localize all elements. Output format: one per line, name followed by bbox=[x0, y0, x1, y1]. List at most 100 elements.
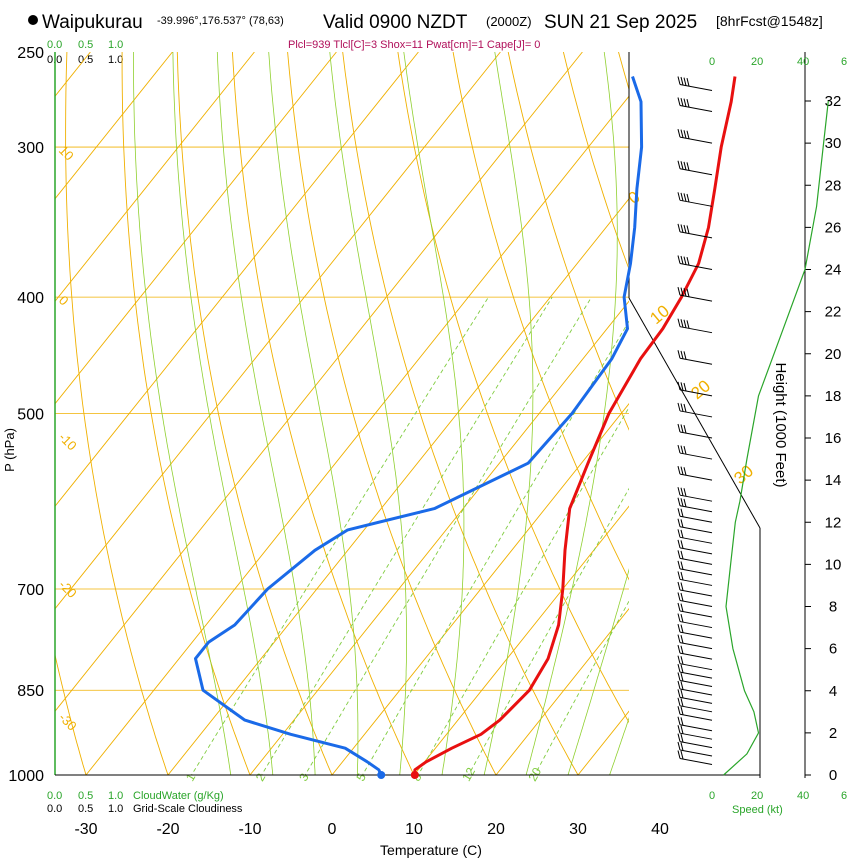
wind-barb-flag bbox=[677, 672, 681, 681]
isotherm-line bbox=[0, 52, 8, 795]
wind-barb-flag bbox=[677, 497, 681, 506]
wind-barb-flag bbox=[677, 716, 681, 725]
isotherm-line bbox=[55, 52, 173, 200]
wind-barb-staff bbox=[679, 557, 713, 565]
wind-barb bbox=[677, 550, 713, 565]
wind-barb-flag bbox=[680, 624, 684, 633]
speed-top-tick: 0 bbox=[709, 56, 715, 68]
wind-barb-flag bbox=[677, 518, 681, 527]
cloudwater-label: CloudWater (g/Kg) bbox=[133, 790, 224, 802]
temperature-axis: -30 -20 -10 0 10 20 30 40 bbox=[74, 821, 669, 838]
pressure-axis-label: P (hPa) bbox=[2, 428, 17, 472]
wind-barb bbox=[677, 402, 713, 418]
isotherm-label: 10 bbox=[56, 143, 77, 164]
dry-adiabat-line bbox=[784, 52, 850, 796]
mixing-ratio-line bbox=[304, 296, 592, 775]
wind-barb bbox=[677, 76, 713, 91]
wind-barb-staff bbox=[679, 410, 713, 418]
isotherm-line bbox=[495, 608, 629, 775]
wind-barb-flag bbox=[677, 725, 681, 734]
wind-barb-flag bbox=[677, 613, 681, 622]
isotherm-line bbox=[55, 52, 583, 712]
wind-barb-flag bbox=[680, 550, 684, 560]
wind-barb-staff bbox=[679, 705, 713, 713]
wind-barb-flag bbox=[680, 681, 684, 690]
temperature-tick-label: 40 bbox=[651, 821, 669, 838]
dry-adiabat-label: 20 bbox=[687, 376, 714, 403]
top-green-tick: 0.5 bbox=[78, 39, 93, 51]
wind-barb-staff bbox=[679, 749, 713, 757]
wind-barb bbox=[677, 725, 713, 740]
wind-barb-flag bbox=[680, 287, 684, 296]
isotherm-line bbox=[85, 95, 629, 775]
wind-barb-staff bbox=[679, 680, 713, 688]
wind-barb bbox=[677, 623, 713, 639]
wind-barb-flag bbox=[677, 581, 681, 591]
wind-barb-flag bbox=[680, 717, 684, 726]
speed-top-tick: 20 bbox=[751, 56, 763, 68]
dry-adiabat-line bbox=[287, 52, 497, 775]
height-axis-label: Height (1000 Feet) bbox=[772, 362, 789, 487]
wind-barb-flag bbox=[677, 466, 681, 475]
height-tick-label: 18 bbox=[825, 388, 842, 405]
wind-barb-flag bbox=[677, 602, 681, 612]
wind-barb bbox=[677, 680, 713, 696]
pressure-tick-label: 700 bbox=[17, 582, 44, 599]
wind-barb bbox=[677, 560, 713, 576]
isotherm-label: -30 bbox=[56, 710, 80, 734]
dry-adiabat-label: 10 bbox=[646, 301, 673, 328]
thermo-background bbox=[0, 52, 850, 796]
wind-barb bbox=[677, 592, 713, 607]
wind-barb-staff bbox=[679, 452, 713, 460]
valid-date: SUN 21 Sep 2025 bbox=[544, 12, 697, 33]
wind-barb-flag bbox=[677, 318, 681, 327]
pressure-tick-label: 850 bbox=[17, 683, 44, 700]
dry-adiabat-line bbox=[342, 52, 579, 775]
temperature-tick-label: 10 bbox=[405, 821, 423, 838]
moist-adiabat-line bbox=[609, 717, 629, 775]
wind-barb-flag bbox=[677, 663, 681, 673]
wind-barb-staff bbox=[679, 663, 713, 671]
wind-barb-staff bbox=[679, 199, 713, 207]
valid-time: Valid 0900 NZDT bbox=[323, 12, 468, 33]
pressure-tick-label: 500 bbox=[17, 407, 44, 424]
speed-bottom-tick: 40 bbox=[797, 790, 809, 802]
wind-barb bbox=[677, 697, 713, 713]
wind-barb-flag bbox=[677, 539, 681, 548]
wind-barb bbox=[677, 571, 713, 586]
wind-barb bbox=[677, 129, 713, 144]
isotherm-line bbox=[644, 52, 850, 795]
moist-adiabat-line bbox=[567, 568, 629, 775]
moist-adiabat-line bbox=[268, 52, 359, 775]
wind-barb-flag bbox=[683, 98, 687, 107]
surface-dewpoint-marker bbox=[377, 771, 386, 779]
wind-barb-flag bbox=[680, 76, 684, 86]
wind-barb-flag bbox=[686, 288, 690, 297]
wind-barb-flag bbox=[677, 645, 681, 654]
wind-barb-flag bbox=[677, 560, 681, 570]
wind-panel bbox=[677, 76, 829, 776]
wind-barb-flag bbox=[680, 529, 684, 538]
wind-barb-flag bbox=[683, 488, 687, 497]
wind-barb-flag bbox=[686, 257, 690, 266]
dry-adiabat-line bbox=[121, 52, 251, 775]
wind-barb-flag bbox=[686, 320, 690, 329]
wind-barb-flag bbox=[683, 256, 687, 265]
wind-barb-flag bbox=[677, 402, 681, 412]
moist-adiabat-line bbox=[216, 52, 316, 775]
surface-temperature-marker bbox=[410, 771, 419, 779]
wind-barb-flag bbox=[677, 97, 681, 106]
wind-barb-flag bbox=[680, 706, 684, 715]
wind-barb-flag bbox=[677, 381, 681, 390]
mixing-ratio-label: 5 bbox=[354, 771, 370, 784]
wind-barb-staff bbox=[679, 652, 713, 660]
wind-barb-staff bbox=[679, 688, 713, 696]
isotherm-line bbox=[55, 52, 501, 610]
wind-barb bbox=[677, 192, 713, 207]
temperature-tick-label: -10 bbox=[238, 821, 261, 838]
wind-barb bbox=[677, 602, 713, 618]
wind-barb-flag bbox=[683, 403, 687, 413]
wind-barb-flag bbox=[680, 508, 684, 517]
wind-barb-staff bbox=[679, 263, 713, 270]
wind-barb bbox=[677, 645, 713, 660]
